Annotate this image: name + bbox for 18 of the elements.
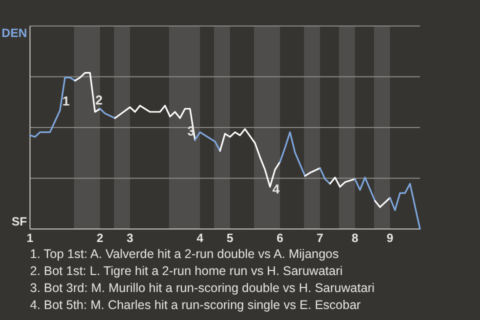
text: SF	[12, 214, 27, 228]
x-tick-label: 3	[126, 231, 134, 245]
text: 1. Top 1st: A. Valverde hit a 2-run double vs A. Mijangos	[30, 247, 339, 261]
annotation: 1	[62, 94, 70, 109]
x-tick-label: 2	[96, 231, 104, 245]
text: 3. Bot 3rd: M. Murillo hit a run-scoring double vs H. Saruwatari	[30, 281, 375, 295]
x-tick-label: 8	[352, 231, 359, 245]
x-tick-label: 5	[226, 231, 234, 245]
annotation: 2	[95, 92, 103, 108]
x-tick-label: 7	[316, 231, 324, 245]
x-tick-label: 4	[196, 231, 204, 245]
x-tick-label: 6	[276, 231, 284, 245]
x-tick-label: 9	[386, 231, 394, 245]
text: DEN	[2, 26, 27, 40]
text: 4. Bot 5th: M. Charles hit a run-scoring single vs E. Escobar	[30, 298, 361, 312]
annotation: 4	[272, 182, 280, 197]
x-tick-label: 1	[26, 231, 34, 245]
text: 2. Bot 1st: L. Tigre hit a 2-run home run vs H. Saruwatari	[30, 264, 343, 278]
